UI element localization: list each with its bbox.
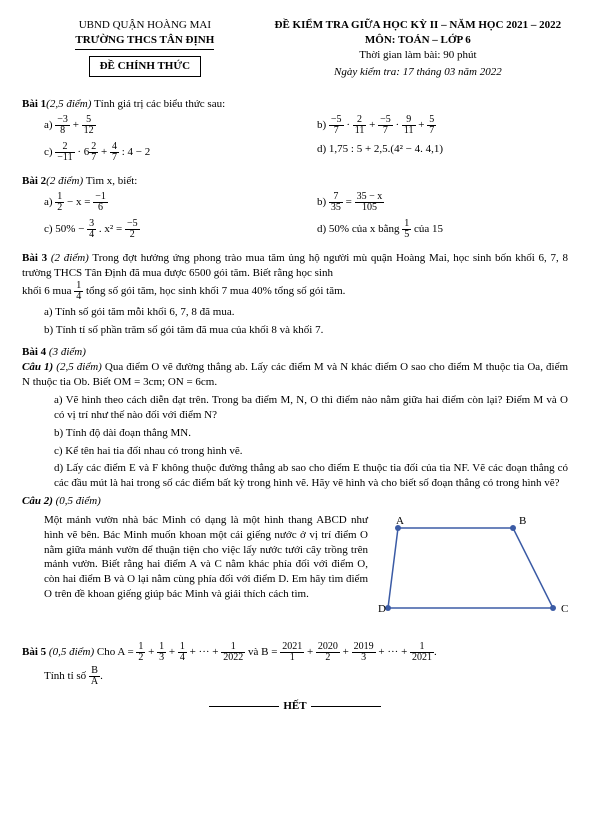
bai1-b: b) −57 · 211 + −57 · 911 + 57 — [295, 115, 568, 136]
bai1-row-cd: c) 2−11 · 627 + 47 : 4 − 2 d) 1,75 : 5 +… — [22, 139, 568, 166]
bai4-c2-text: Một mảnh vườn nhà bác Minh có dạng là mộ… — [22, 513, 368, 628]
bai2-a: a) 12 − x = −16 — [22, 192, 295, 213]
svg-text:D: D — [378, 603, 386, 615]
bai4-c1c: c) Kể tên hai tia đối nhau có trong hình… — [22, 444, 568, 459]
bai4-c1d: d) Lấy các điểm E và F không thuộc đường… — [22, 461, 568, 491]
subject: MÔN: TOÁN – LỚP 6 — [268, 33, 568, 48]
end-marker: HẾT — [22, 699, 568, 714]
bai4-c1: Câu 1) (2,5 điểm) Qua điểm O vẽ đường th… — [22, 360, 568, 390]
bai2-title: Bài 2(2 điểm) Tìm x, biết: — [22, 174, 568, 189]
school: TRƯỜNG THCS TÂN ĐỊNH — [75, 33, 214, 50]
bai2-b: b) 735 = 35 − x105 — [295, 192, 568, 213]
bai3-b: b) Tính tỉ số phần trăm số gói tăm đã mu… — [22, 323, 568, 338]
bai5: Bài 5 (0,5 điểm) Cho A = 12 + 13 + 14 + … — [22, 642, 568, 663]
bai4-c1b: b) Tính độ dài đoạn thẳng MN. — [22, 426, 568, 441]
exam-header: UBND QUẬN HOÀNG MAI TRƯỜNG THCS TÂN ĐỊNH… — [22, 18, 568, 79]
bai4-c1a: a) Vẽ hình theo cách diễn đạt trên. Tron… — [22, 393, 568, 423]
bai5-task: Tính tỉ số BA. — [22, 666, 568, 687]
bai3-text2: khối 6 mua 14 tổng số gói tăm, học sinh … — [22, 281, 568, 302]
bai4-c2-title: Câu 2) (0,5 điểm) — [22, 494, 568, 509]
bai2-row-cd: c) 50% − 34 . x² = −52 d) 50% của x bằng… — [22, 216, 568, 243]
bai4-title: Bài 4 (3 điểm) — [22, 345, 568, 360]
bai1-row-ab: a) −38 + 512 b) −57 · 211 + −57 · 911 + … — [22, 112, 568, 139]
bai3-text: Bài 3 (2 điểm) Trong đợt hưởng ứng phong… — [22, 251, 568, 281]
exam-title: ĐỀ KIỂM TRA GIỮA HỌC KỲ II – NĂM HỌC 202… — [268, 18, 568, 33]
trapezoid-diagram: A B C D — [378, 513, 568, 628]
district: UBND QUẬN HOÀNG MAI — [22, 18, 268, 33]
bai1-title: Bài 1(2,5 điểm) Tính giá trị các biểu th… — [22, 97, 568, 112]
svg-text:A: A — [396, 515, 404, 527]
bai3-a: a) Tính số gói tăm mỗi khối 6, 7, 8 đã m… — [22, 305, 568, 320]
bai4-c2-wrap: Một mảnh vườn nhà bác Minh có dạng là mộ… — [22, 513, 568, 628]
bai1-c: c) 2−11 · 627 + 47 : 4 − 2 — [22, 142, 295, 163]
header-left: UBND QUẬN HOÀNG MAI TRƯỜNG THCS TÂN ĐỊNH… — [22, 18, 268, 79]
header-right: ĐỀ KIỂM TRA GIỮA HỌC KỲ II – NĂM HỌC 202… — [268, 18, 568, 79]
duration: Thời gian làm bài: 90 phút — [268, 48, 568, 63]
bai2-c: c) 50% − 34 . x² = −52 — [22, 219, 295, 240]
bai2-row-ab: a) 12 − x = −16 b) 735 = 35 − x105 — [22, 189, 568, 216]
content: Bài 1(2,5 điểm) Tính giá trị các biểu th… — [22, 97, 568, 713]
bai1-d: d) 1,75 : 5 + 2,5.(4² − 4. 4,1) — [295, 142, 568, 163]
exam-date: Ngày kiểm tra: 17 tháng 03 năm 2022 — [268, 65, 568, 80]
official-label: ĐỀ CHÍNH THỨC — [89, 56, 201, 77]
bai2-d: d) 50% của x bằng 15 của 15 — [295, 219, 568, 240]
svg-text:C: C — [561, 603, 568, 615]
bai1-a: a) −38 + 512 — [22, 115, 295, 136]
svg-text:B: B — [519, 515, 526, 527]
